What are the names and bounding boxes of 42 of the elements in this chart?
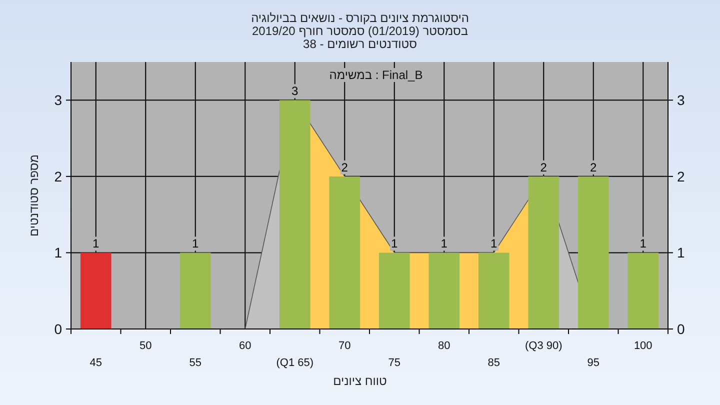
x-tick-label: (Q3 90) — [524, 340, 562, 352]
data-label: 2 — [341, 160, 348, 174]
chart-title: היסטוגרמת ציונים בקורס - נושאים בביולוגיה — [251, 11, 469, 25]
bar — [80, 252, 112, 329]
data-label: 1 — [92, 236, 100, 251]
x-tick-label: 85 — [488, 357, 500, 369]
y2-tick-label: 3 — [677, 92, 685, 108]
x-tick-label: 70 — [338, 340, 351, 352]
data-label: 1 — [640, 236, 647, 251]
x-tick-label: 45 — [90, 357, 102, 369]
data-label: 3 — [292, 84, 299, 98]
bar — [180, 252, 211, 329]
chart-subtitle: בסמסטר (01/2019) סמסטר חורף 2019/20 סטודנטים רשומים - 38 — [252, 24, 468, 51]
x-tick-label: 50 — [140, 340, 152, 352]
data-label: 1 — [440, 236, 448, 251]
bar — [478, 252, 510, 329]
y2-tick-label: 2 — [677, 168, 685, 184]
annotation: במשימה : Final_B — [329, 68, 423, 82]
data-label: 1 — [391, 236, 398, 251]
y-tick-label: 0 — [54, 321, 62, 337]
x-tick-label: 95 — [587, 357, 600, 369]
x-tick-label: 100 — [634, 340, 652, 352]
x-axis-title: טווח ציונים — [333, 374, 388, 388]
data-label: 1 — [192, 236, 200, 251]
data-label: 1 — [490, 236, 498, 251]
x-tick-label: 75 — [388, 357, 400, 369]
data-label: 2 — [590, 160, 598, 174]
y-tick-label: 1 — [54, 244, 62, 261]
y2-tick-label: 0 — [677, 321, 685, 337]
y-tick-label: 2 — [54, 168, 62, 184]
x-tick-label: 80 — [438, 340, 450, 352]
x-tick-label: 60 — [239, 340, 252, 352]
y-tick-label: 3 — [54, 92, 62, 108]
bar — [428, 252, 460, 329]
y-axis-title: מספר סטודנטים — [27, 154, 41, 237]
bar — [378, 252, 410, 329]
x-tick-label: 55 — [189, 357, 202, 369]
x-tick-label: (Q1 65) — [276, 357, 314, 369]
bar — [628, 252, 659, 329]
y2-tick-label: 1 — [677, 244, 685, 261]
bar — [329, 176, 360, 329]
data-label: 2 — [540, 160, 548, 174]
